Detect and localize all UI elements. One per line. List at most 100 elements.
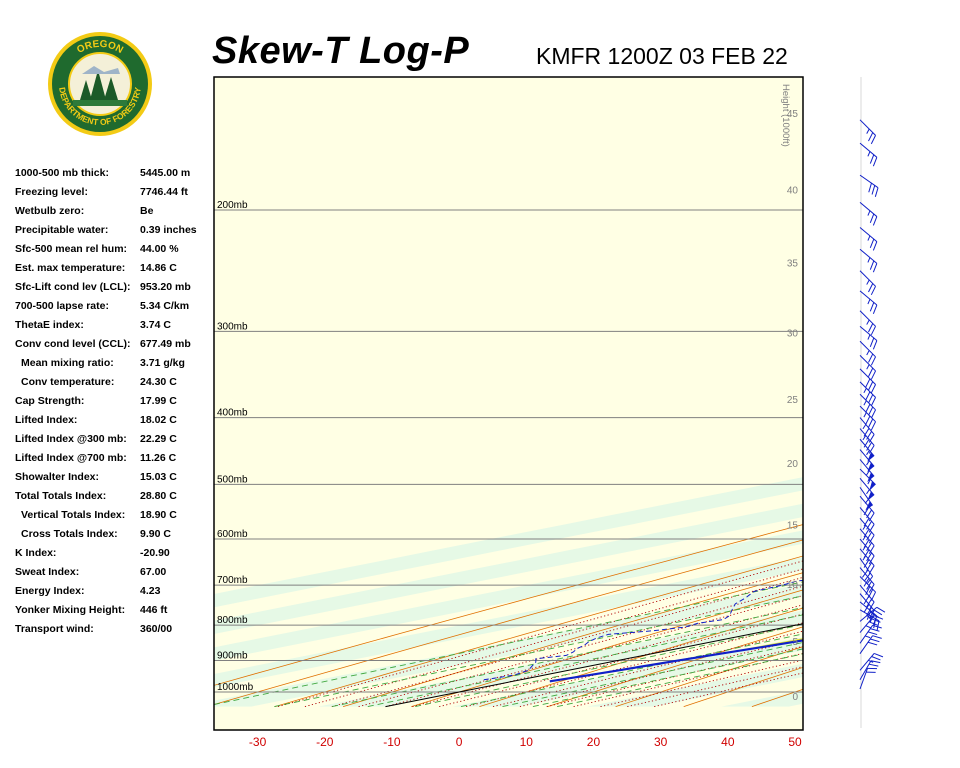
wind-barb-flag	[868, 589, 874, 598]
height-tick-label: 45	[787, 109, 799, 120]
wind-barb-flag	[868, 418, 874, 428]
wind-barb-flag	[870, 397, 877, 407]
wind-barb-flag	[868, 584, 875, 593]
wind-barb-flag	[863, 428, 870, 437]
wind-barb-flag	[868, 601, 875, 611]
wind-barb-flag	[870, 370, 877, 380]
wind-barb-flag	[863, 517, 870, 527]
dry-adiabat-line	[956, 132, 960, 707]
wind-barb-half-flag	[862, 424, 867, 430]
wind-barb	[859, 227, 878, 251]
wind-barb-flag	[866, 576, 874, 585]
wind-barb	[859, 326, 878, 350]
index-label: Lifted Index @300 mb:	[15, 433, 127, 445]
dry-adiabat-line	[214, 539, 803, 705]
wind-barb-pennant	[869, 481, 876, 491]
wind-barb-pennant	[867, 472, 875, 483]
wind-barb	[859, 528, 875, 555]
isotherm-band	[318, 610, 803, 707]
wind-barb-flag	[865, 586, 871, 596]
mixing-ratio-line	[532, 648, 803, 708]
wind-barb-staff	[859, 438, 875, 457]
height-tick-label: 35	[787, 259, 799, 270]
wind-barb	[859, 507, 875, 533]
wind-barb	[859, 593, 875, 619]
index-value: 0.39 inches	[140, 224, 197, 236]
index-value: 67.00	[140, 566, 167, 578]
height-tick-label: 25	[787, 395, 799, 406]
index-label: Sweat Index:	[15, 566, 80, 578]
wind-barb	[859, 381, 877, 407]
index-value: 953.20 mb	[140, 281, 191, 293]
wind-barb	[859, 340, 877, 366]
wind-barb-flag	[866, 552, 872, 562]
wind-barb	[859, 248, 878, 273]
isobar-label: 500mb	[217, 474, 248, 485]
wind-barb	[859, 393, 877, 419]
wind-barb-flag	[870, 135, 877, 145]
wind-barb-half-flag	[862, 524, 867, 530]
height-tick-label: 15	[787, 521, 799, 532]
wind-barb-flag	[865, 403, 871, 413]
index-label: Total Totals Index:	[15, 490, 107, 502]
wind-barb-half-flag	[863, 387, 867, 394]
wind-barb-flag	[866, 531, 872, 541]
wind-barb-flag	[866, 562, 872, 571]
height-tick-label: 10	[787, 580, 799, 591]
index-value: 9.90 C	[140, 528, 171, 540]
index-value: -20.90	[140, 547, 170, 559]
wind-barb-flag	[872, 635, 882, 639]
index-value: 11.26 C	[140, 452, 177, 464]
wind-barb	[859, 428, 875, 454]
wind-barb-flag	[872, 241, 878, 251]
wind-barb-half-flag	[866, 350, 870, 356]
index-value: 15.03 C	[140, 471, 177, 483]
index-label: Energy Index:	[15, 585, 85, 597]
logo-mountain-icon	[82, 66, 120, 74]
wind-barb-half-flag	[866, 319, 870, 325]
wind-barb-flag	[868, 545, 875, 555]
wind-barb	[859, 417, 875, 443]
wind-barb-half-flag	[866, 279, 870, 285]
wind-barb-staff	[859, 449, 875, 467]
logo-top-text: OREGON	[75, 39, 125, 56]
index-label: Cross Totals Index:	[21, 528, 118, 540]
dry-adiabat-line	[214, 524, 803, 686]
wind-barb-half-flag	[866, 489, 870, 495]
wind-barb	[859, 576, 877, 601]
height-tick-label: 5	[792, 637, 798, 648]
index-label: 1000-500 mb thick:	[15, 167, 109, 179]
wind-barb	[859, 478, 875, 502]
chart-title: Skew-T Log-P	[212, 30, 470, 72]
index-label: Vertical Totals Index:	[21, 509, 126, 521]
index-value: 446 ft	[140, 604, 168, 616]
wind-barb-half-flag	[866, 128, 870, 134]
moist-adiabat-line	[492, 630, 803, 708]
wind-barb	[859, 538, 875, 565]
index-value: 7746.44 ft	[140, 186, 188, 198]
x-tick-label: -10	[383, 735, 401, 749]
index-label: Sfc-500 mean rel hum:	[15, 243, 128, 255]
wind-barb-flag	[861, 569, 869, 578]
logo-tree-icon	[80, 80, 92, 100]
wind-barb-flag	[868, 555, 875, 565]
wind-barb-flag	[863, 559, 870, 568]
index-label: K Index:	[15, 547, 57, 559]
isobar-label: 300mb	[217, 321, 248, 332]
wind-barb-staff	[859, 625, 874, 644]
index-value: 360/00	[140, 623, 173, 635]
wind-barb-flag	[867, 641, 878, 646]
index-label: 700-500 lapse rate:	[15, 300, 109, 312]
index-label: Yonker Mixing Height:	[15, 604, 126, 616]
wind-barb-flag	[874, 187, 879, 197]
wind-barb-staff	[859, 635, 874, 655]
index-label: Transport wind:	[15, 623, 94, 635]
wind-barb-flag	[863, 578, 870, 587]
wind-barb-half-flag	[867, 257, 871, 263]
wind-barb-half-flag	[867, 151, 871, 157]
wind-barb-flag	[870, 326, 877, 336]
wind-barb	[859, 290, 878, 315]
wind-barb	[859, 558, 874, 585]
wind-barb-flag	[868, 353, 874, 363]
wind-barb	[859, 449, 875, 473]
